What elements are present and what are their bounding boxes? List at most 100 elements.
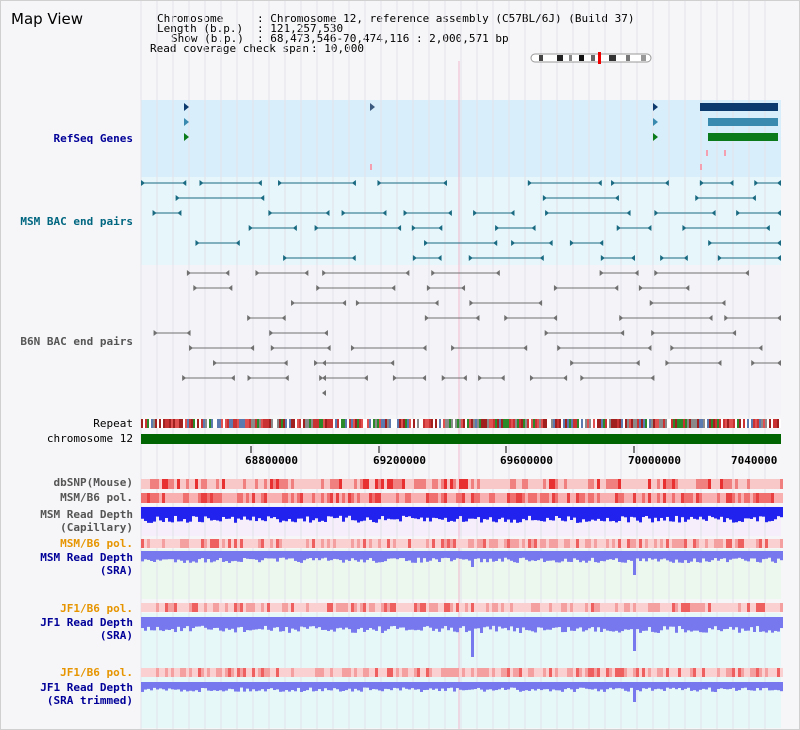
bac-end[interactable] [468, 255, 473, 261]
bac-end[interactable] [186, 270, 191, 276]
bac-end[interactable] [542, 195, 547, 201]
bac-end[interactable] [351, 255, 356, 261]
bac-end[interactable] [523, 345, 528, 351]
bac-end[interactable] [751, 360, 756, 366]
bac-end[interactable] [195, 240, 200, 246]
bac-end[interactable] [724, 315, 729, 321]
bac-end[interactable] [665, 360, 670, 366]
bac-end[interactable] [316, 285, 321, 291]
gene-marker[interactable] [184, 103, 189, 111]
bac-end[interactable] [599, 270, 604, 276]
bac-end[interactable] [269, 330, 274, 336]
bac-end[interactable] [451, 345, 456, 351]
bac-end[interactable] [412, 255, 417, 261]
bac-end[interactable] [342, 300, 347, 306]
bac-end[interactable] [325, 210, 330, 216]
bac-end[interactable] [284, 375, 289, 381]
bac-end[interactable] [614, 285, 619, 291]
bac-end[interactable] [260, 195, 265, 201]
bac-end[interactable] [363, 375, 368, 381]
bac-end[interactable] [682, 225, 687, 231]
bac-end[interactable] [350, 345, 355, 351]
bac-end[interactable] [495, 225, 500, 231]
bac-end[interactable] [182, 180, 187, 186]
bac-end[interactable] [255, 270, 260, 276]
bac-end[interactable] [634, 270, 639, 276]
bac-end[interactable] [322, 270, 327, 276]
bac-end[interactable] [758, 345, 763, 351]
bac-end[interactable] [186, 330, 191, 336]
gene-block[interactable] [708, 118, 778, 126]
bac-end[interactable] [283, 360, 288, 366]
bac-end[interactable] [695, 195, 700, 201]
bac-end[interactable] [544, 330, 549, 336]
bac-end[interactable] [654, 270, 659, 276]
bac-end[interactable] [478, 375, 483, 381]
bac-end[interactable] [630, 255, 635, 261]
bac-end[interactable] [721, 300, 726, 306]
bac-end[interactable] [397, 225, 402, 231]
bac-end[interactable] [650, 375, 655, 381]
bac-end[interactable] [569, 240, 574, 246]
bac-end[interactable] [431, 270, 436, 276]
bac-end[interactable] [664, 180, 669, 186]
bac-end[interactable] [175, 195, 180, 201]
bac-end[interactable] [531, 225, 536, 231]
bac-end[interactable] [355, 300, 360, 306]
bac-end[interactable] [563, 375, 568, 381]
bac-end[interactable] [765, 225, 770, 231]
bac-end[interactable] [708, 315, 713, 321]
bac-end[interactable] [744, 270, 749, 276]
bac-end[interactable] [616, 225, 621, 231]
bac-end[interactable] [341, 210, 346, 216]
bac-end[interactable] [438, 225, 443, 231]
refseq-genes-track[interactable] [184, 103, 778, 170]
bac-end[interactable] [620, 330, 625, 336]
bac-end[interactable] [225, 270, 230, 276]
bac-end[interactable] [504, 315, 509, 321]
bac-end[interactable] [153, 330, 158, 336]
bac-end[interactable] [461, 285, 466, 291]
bac-end[interactable] [717, 255, 722, 261]
bac-end[interactable] [626, 210, 631, 216]
bac-end[interactable] [152, 210, 157, 216]
bac-end[interactable] [699, 180, 704, 186]
bac-end[interactable] [437, 255, 442, 261]
msm-bac-track[interactable] [141, 180, 781, 261]
bac-end[interactable] [323, 330, 328, 336]
bac-end[interactable] [213, 360, 218, 366]
bac-end[interactable] [326, 345, 331, 351]
bac-end[interactable] [292, 225, 297, 231]
ideogram-marker[interactable] [598, 52, 601, 64]
bac-end[interactable] [557, 345, 562, 351]
bac-end[interactable] [597, 180, 602, 186]
bac-end[interactable] [600, 255, 605, 261]
bac-end[interactable] [647, 225, 652, 231]
chromosome-ideogram[interactable] [530, 52, 652, 64]
gene-block[interactable] [700, 103, 778, 111]
bac-end[interactable] [670, 345, 675, 351]
gene-marker[interactable] [184, 133, 189, 141]
bac-end[interactable] [199, 180, 204, 186]
bac-end[interactable] [548, 240, 553, 246]
bac-end[interactable] [580, 375, 585, 381]
bac-end[interactable] [777, 315, 781, 321]
bac-end[interactable] [391, 285, 396, 291]
bac-end[interactable] [469, 300, 474, 306]
bac-end[interactable] [708, 240, 713, 246]
bac-end[interactable] [529, 375, 534, 381]
bac-end[interactable] [647, 345, 652, 351]
bac-end[interactable] [247, 375, 252, 381]
bac-end[interactable] [442, 180, 447, 186]
bac-end[interactable] [777, 240, 781, 246]
bac-end[interactable] [441, 375, 446, 381]
bac-end[interactable] [390, 360, 395, 366]
bac-end[interactable] [351, 180, 356, 186]
bac-end[interactable] [182, 375, 187, 381]
bac-end[interactable] [403, 210, 408, 216]
bac-end[interactable] [426, 285, 431, 291]
bac-end[interactable] [257, 180, 262, 186]
bac-end[interactable] [411, 225, 416, 231]
bac-end[interactable] [235, 240, 240, 246]
